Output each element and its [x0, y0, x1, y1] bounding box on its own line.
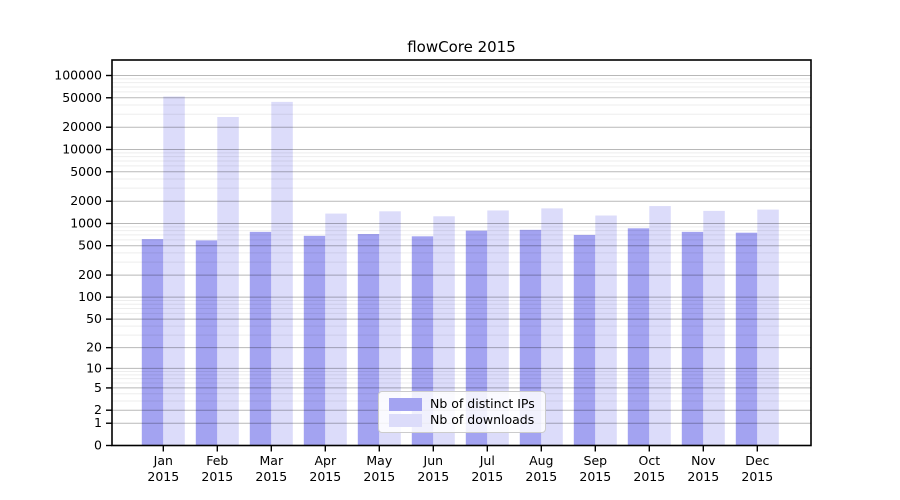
x-tick-label-year: 2015: [255, 469, 287, 484]
bar-downloads-feb: [217, 116, 239, 446]
y-tick-label: 0: [94, 438, 102, 453]
axes-box: [111, 59, 812, 447]
x-tick-label-month: Feb: [206, 453, 228, 468]
x-tick-label-month: Apr: [314, 453, 336, 468]
x-tick-label-month: Oct: [638, 453, 660, 468]
bar-distinct-ips-nov: [681, 231, 704, 446]
bar-downloads-nov: [703, 210, 725, 446]
bar-distinct-ips-oct: [627, 228, 650, 446]
x-tick-label-year: 2015: [579, 469, 611, 484]
y-tick-label: 1: [94, 415, 102, 430]
x-tick-label-year: 2015: [363, 469, 395, 484]
bar-distinct-ips-mar: [249, 231, 272, 446]
legend-row-distinct-ips: Nb of distinct IPs: [379, 395, 545, 411]
x-tick-label-year: 2015: [687, 469, 719, 484]
y-tick-label: 5: [94, 380, 102, 395]
bar-downloads-jan: [163, 96, 185, 446]
bar-distinct-ips-jan: [141, 239, 164, 446]
chart-title: flowCore 2015: [407, 38, 516, 56]
y-tick-label: 100000: [54, 67, 102, 82]
y-tick-label: 500: [78, 238, 102, 253]
bar-distinct-ips-apr: [303, 235, 326, 446]
x-tick-label-month: Aug: [529, 453, 553, 468]
legend-swatch-distinct-ips: [389, 397, 422, 411]
legend-label-distinct-ips: Nb of distinct IPs: [430, 395, 535, 411]
bar-downloads-apr: [325, 213, 347, 446]
x-tick-label-month: Jan: [153, 453, 173, 468]
bar-downloads-jul: [487, 210, 509, 446]
y-tick-label: 2: [94, 402, 102, 417]
bar-distinct-ips-feb: [195, 240, 218, 446]
x-tick-label-month: Nov: [691, 453, 716, 468]
bar-distinct-ips-dec: [735, 232, 758, 446]
x-tick-label-month: Jul: [479, 453, 495, 468]
y-tick-label: 2000: [70, 193, 102, 208]
y-tick-label: 10: [86, 360, 102, 375]
x-tick-label-year: 2015: [471, 469, 503, 484]
x-tick-label-year: 2015: [525, 469, 557, 484]
bar-downloads-sep: [595, 215, 617, 446]
bar-distinct-ips-may: [357, 234, 380, 446]
bar-downloads-dec: [757, 209, 779, 446]
y-tick-label: 50: [86, 311, 102, 326]
bar-downloads-aug: [541, 208, 563, 446]
x-tick-label-year: 2015: [147, 469, 179, 484]
x-tick-label-month: Sep: [584, 453, 608, 468]
y-tick-label: 20: [86, 340, 102, 355]
x-tick-label-month: Dec: [745, 453, 769, 468]
legend: Nb of distinct IPs Nb of downloads: [378, 391, 546, 433]
x-tick-label-month: May: [366, 453, 392, 468]
bar-downloads-jun: [433, 216, 455, 446]
y-tick-label: 5000: [70, 164, 102, 179]
y-tick-label: 100: [78, 289, 102, 304]
x-tick-label-month: Mar: [260, 453, 284, 468]
y-tick-label: 20000: [62, 119, 102, 134]
y-tick-label: 200: [78, 267, 102, 282]
bar-downloads-oct: [649, 206, 671, 446]
x-tick-label-year: 2015: [309, 469, 341, 484]
legend-label-downloads: Nb of downloads: [430, 411, 535, 427]
bar-downloads-mar: [271, 101, 293, 446]
y-tick-label: 10000: [62, 141, 102, 156]
x-tick-label-year: 2015: [741, 469, 773, 484]
bar-distinct-ips-sep: [573, 234, 596, 446]
y-tick-label: 1000: [70, 215, 102, 230]
x-tick-label-month: Jun: [423, 453, 444, 468]
x-tick-label-year: 2015: [201, 469, 233, 484]
legend-row-downloads: Nb of downloads: [379, 411, 545, 427]
bar-downloads-may: [379, 211, 401, 446]
legend-swatch-downloads: [389, 413, 422, 427]
y-tick-label: 50000: [62, 90, 102, 105]
x-tick-label-year: 2015: [633, 469, 665, 484]
x-tick-label-year: 2015: [417, 469, 449, 484]
